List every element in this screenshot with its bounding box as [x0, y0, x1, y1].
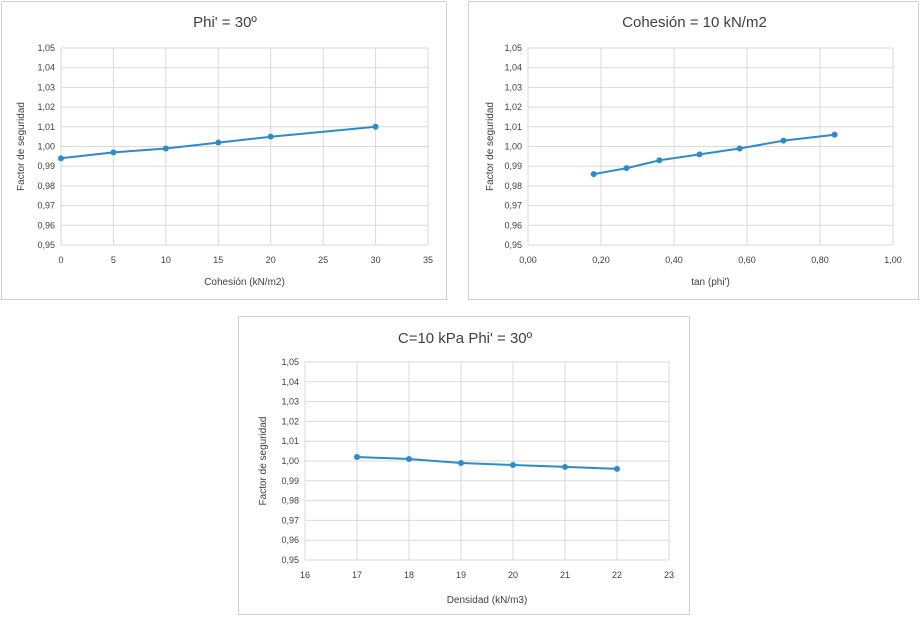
x-tick-label: 18: [404, 570, 414, 580]
y-tick-label: 0,97: [37, 201, 55, 211]
y-tick-label: 0,95: [504, 240, 522, 250]
x-tick-label: 17: [352, 570, 362, 580]
y-tick-label: 1,04: [504, 63, 522, 73]
chart-densidad-svg: C=10 kPa Phi' = 30º 0,95 0,96 0,97 0,98 0,99 1…: [258, 330, 674, 606]
y-tick-label: 1,03: [504, 82, 522, 92]
x-tick-label: 15: [213, 255, 223, 265]
y-tick-label: 1,05: [281, 357, 299, 367]
y-tick-label: 1,02: [37, 102, 55, 112]
data-point: [831, 131, 838, 138]
y-axis-label: Factor de seguridad: [258, 417, 269, 506]
y-tick-label: 0,96: [281, 535, 299, 545]
x-tick-label: 22: [612, 570, 622, 580]
y-tick-label: 1,05: [504, 43, 522, 53]
chart-title: Cohesión = 10 kN/m2: [622, 14, 767, 31]
chart-cohesion-svg: Phi' = 30º 0,95 0,96 0,97 0,98 0,99 1,00 1,01 1,…: [16, 14, 433, 288]
x-tick-label: 1,00: [884, 255, 902, 265]
y-tick-label: 0,98: [281, 496, 299, 506]
series-line: [593, 133, 835, 176]
y-tick-label: 0,95: [37, 240, 55, 250]
y-axis-label: Factor de seguridad: [485, 102, 496, 191]
x-tick-label: 35: [423, 255, 433, 265]
y-tick-label: 0,99: [504, 161, 522, 171]
x-tick-label: 0,20: [592, 255, 610, 265]
x-tick-label: 5: [111, 255, 116, 265]
chart-tan-phi: Cohesión = 10 kN/m2 0,95 0,96 0,97 0,98 0,99 1…: [468, 1, 919, 300]
data-point: [623, 165, 630, 172]
data-point: [162, 145, 169, 152]
data-point: [406, 456, 412, 463]
x-tick-label: 20: [266, 255, 276, 265]
x-tick-label: 19: [456, 570, 466, 580]
x-tick-label: 0,60: [738, 255, 756, 265]
x-axis-label: Cohesión (kN/m2): [204, 277, 285, 288]
data-point: [267, 133, 274, 140]
x-tick-label: 0,00: [519, 255, 537, 265]
x-tick-label: 25: [318, 255, 328, 265]
x-tick-label: 16: [300, 570, 310, 580]
y-tick-label: 0,99: [37, 161, 55, 171]
y-tick-label: 0,96: [504, 220, 522, 230]
x-tick-label: 0: [58, 255, 63, 265]
data-point: [215, 139, 222, 146]
y-tick-label: 0,99: [281, 476, 299, 486]
y-tick-label: 0,97: [504, 201, 522, 211]
data-point: [372, 123, 379, 130]
y-tick-label: 1,02: [504, 102, 522, 112]
y-tick-label: 1,04: [37, 63, 55, 73]
data-point: [696, 151, 703, 158]
data-point: [458, 459, 464, 466]
x-tick-label: 0,40: [665, 255, 683, 265]
data-point: [562, 463, 568, 470]
y-tick-label: 0,98: [504, 181, 522, 191]
x-axis-label: Densidad (kN/m3): [447, 595, 528, 606]
chart-title: C=10 kPa Phi' = 30º: [398, 330, 533, 347]
chart-tan-phi-svg: Cohesión = 10 kN/m2 0,95 0,96 0,97 0,98 0,99 1…: [485, 14, 902, 288]
data-point: [736, 145, 743, 152]
x-tick-label: 20: [508, 570, 518, 580]
data-point: [656, 157, 663, 164]
series-line: [356, 456, 618, 470]
y-tick-label: 1,00: [504, 142, 522, 152]
data-point: [614, 465, 620, 472]
x-axis-label: tan (phi'): [691, 277, 730, 288]
y-tick-label: 0,96: [37, 220, 55, 230]
x-tick-label: 10: [161, 255, 171, 265]
y-tick-label: 1,05: [37, 43, 55, 53]
y-tick-label: 1,01: [504, 122, 522, 132]
data-point: [110, 149, 117, 156]
y-tick-label: 1,04: [281, 377, 299, 387]
y-tick-label: 0,95: [281, 555, 299, 565]
data-point: [354, 454, 360, 461]
x-tick-label: 30: [371, 255, 381, 265]
x-tick-label: 23: [664, 570, 674, 580]
y-tick-label: 0,97: [281, 515, 299, 525]
data-point: [510, 461, 516, 468]
series-line: [60, 125, 376, 160]
data-point: [780, 137, 787, 144]
y-tick-label: 0,98: [37, 181, 55, 191]
y-tick-label: 1,00: [281, 456, 299, 466]
data-point: [590, 171, 597, 178]
y-tick-label: 1,03: [281, 397, 299, 407]
y-tick-label: 1,03: [37, 82, 55, 92]
y-axis-label: Factor de seguridad: [16, 102, 27, 191]
y-tick-label: 1,01: [281, 436, 299, 446]
x-tick-label: 0,80: [811, 255, 829, 265]
y-tick-label: 1,02: [281, 416, 299, 426]
chart-cohesion: Phi' = 30º 0,95 0,96 0,97 0,98 0,99 1,00 1,01 1,…: [1, 1, 447, 300]
chart-densidad: C=10 kPa Phi' = 30º 0,95 0,96 0,97 0,98 0,99 1…: [238, 316, 690, 615]
x-tick-label: 21: [560, 570, 570, 580]
data-point: [58, 155, 64, 162]
y-tick-label: 1,00: [37, 142, 55, 152]
y-tick-label: 1,01: [37, 122, 55, 132]
chart-title: Phi' = 30º: [193, 14, 257, 31]
